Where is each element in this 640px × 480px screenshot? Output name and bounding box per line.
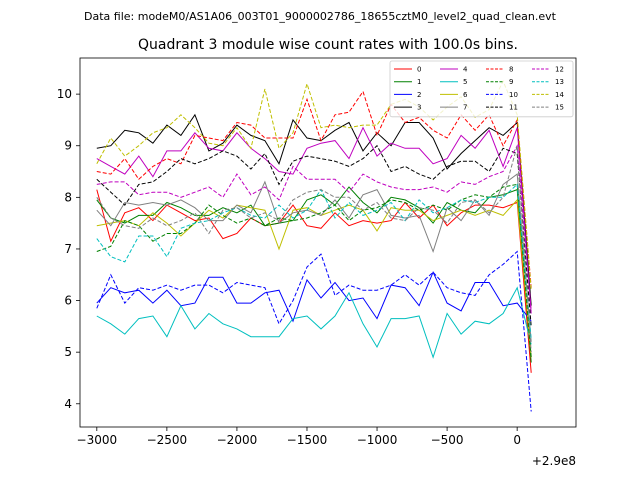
y-tick-label: 4: [64, 397, 72, 411]
legend-label-0: 0: [417, 66, 421, 74]
plot-frame: [79, 57, 577, 428]
legend-label-10: 10: [509, 91, 518, 99]
series-line-5: [96, 286, 532, 359]
series-line-10: [96, 250, 532, 412]
legend-label-14: 14: [555, 91, 564, 99]
series-line-15: [96, 145, 532, 353]
x-tick-label: −500: [431, 433, 464, 447]
x-axis: −3000 −2500 −2000 −1500 −1000 −500 0: [77, 427, 521, 447]
series-line-11: [96, 144, 532, 327]
y-tick-label: 7: [64, 242, 72, 256]
legend-label-13: 13: [555, 78, 564, 86]
x-tick-label: −2000: [217, 433, 258, 447]
y-tick-label: 8: [64, 190, 72, 204]
series-line-14: [96, 79, 532, 291]
x-tick-label: −3000: [77, 433, 118, 447]
y-tick-label: 6: [64, 294, 72, 308]
legend-box: [389, 60, 574, 118]
series-line-13: [96, 183, 532, 340]
legend-label-5: 5: [463, 78, 467, 86]
legend-label-2: 2: [417, 91, 421, 99]
legend-label-8: 8: [509, 66, 513, 74]
series-line-7: [96, 173, 532, 342]
series-line-8: [96, 90, 532, 288]
series-line-6: [96, 198, 532, 358]
y-tick-label: 9: [64, 139, 72, 153]
legend-label-12: 12: [555, 66, 564, 74]
legend-label-1: 1: [417, 78, 421, 86]
y-tick-label: 10: [57, 87, 72, 101]
x-tick-label: −1000: [357, 433, 398, 447]
x-tick-label: −1500: [287, 433, 328, 447]
legend-label-15: 15: [555, 104, 564, 112]
legend-label-3: 3: [417, 104, 421, 112]
x-tick-label: 0: [513, 433, 521, 447]
y-tick-label: 5: [64, 345, 72, 359]
series-line-0: [96, 189, 532, 373]
legend-label-11: 11: [509, 104, 518, 112]
x-offset-label: +2.9e8: [532, 454, 576, 468]
chart-title: Quadrant 3 module wise count rates with …: [138, 37, 518, 53]
legend-label-6: 6: [463, 91, 468, 99]
legend-label-7: 7: [463, 104, 467, 112]
legend-label-9: 9: [509, 78, 513, 86]
legend-label-4: 4: [463, 66, 468, 74]
data-file-header: Data file: modeM0/AS1A06_003T01_90000027…: [84, 10, 557, 23]
plot-lines: [96, 79, 532, 412]
x-tick-label: −2500: [147, 433, 188, 447]
series-line-1: [96, 186, 532, 363]
series-line-4: [96, 126, 532, 314]
series-line-2: [96, 270, 532, 323]
series-line-3: [96, 113, 532, 306]
series-line-12: [96, 144, 532, 311]
y-axis: 4 5 6 7 8 9 10: [57, 87, 80, 411]
